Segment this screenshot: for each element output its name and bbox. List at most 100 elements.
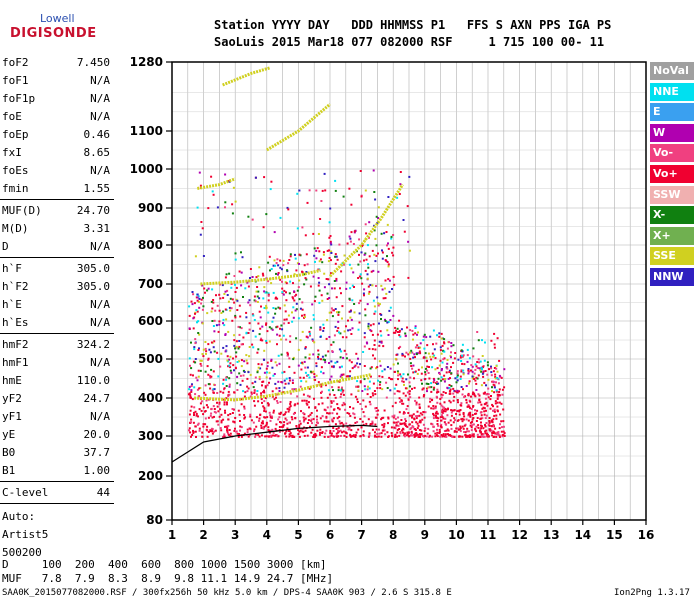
echo-dot — [221, 284, 224, 287]
echo-dot — [272, 291, 275, 294]
echo-dot — [301, 361, 304, 364]
echo-dot — [212, 325, 215, 327]
legend-item: Vo+ — [650, 165, 694, 183]
echo-dot — [275, 396, 277, 399]
echo-dot — [465, 418, 468, 421]
echo-dot — [476, 331, 479, 333]
echo-dot — [427, 427, 430, 430]
echo-dot — [420, 433, 423, 436]
echo-dot — [241, 343, 244, 346]
echo-dot — [258, 417, 261, 420]
echo-dot — [386, 223, 389, 226]
echo-dot — [220, 421, 223, 424]
echo-dot — [444, 433, 447, 436]
echo-dot — [296, 192, 299, 195]
echo-dot — [372, 354, 374, 357]
echo-dot — [403, 230, 406, 233]
echo-dot — [394, 417, 397, 420]
echo-dot — [487, 393, 490, 396]
param-value: 324.2 — [76, 338, 110, 351]
echo-dot — [380, 435, 383, 438]
echo-dot — [419, 433, 421, 435]
echo-dot — [347, 329, 350, 332]
echo-dot — [212, 405, 215, 408]
echo-dot — [446, 367, 449, 370]
y-tick-label: 1280 — [130, 55, 163, 69]
echo-dot — [467, 419, 470, 422]
echo-dot — [285, 291, 287, 294]
echo-dot — [258, 297, 261, 300]
echo-dot — [194, 255, 197, 258]
echo-dot — [422, 335, 425, 338]
echo-dot — [211, 307, 214, 310]
echo-dot — [411, 351, 414, 354]
echo-dot — [397, 347, 400, 350]
echo-dot — [359, 363, 361, 366]
echo-dot — [471, 433, 474, 436]
echo-dot — [274, 382, 277, 385]
echo-dot — [201, 431, 204, 434]
echo-dot — [226, 289, 229, 292]
echo-dot — [503, 435, 506, 437]
echo-dot — [220, 352, 223, 355]
echo-dot — [292, 316, 295, 319]
echo-dot — [480, 421, 482, 424]
echo-dot — [317, 356, 319, 358]
echo-dot — [259, 316, 262, 319]
echo-dot — [456, 374, 459, 377]
echo-dot — [437, 377, 440, 380]
echo-dot — [270, 180, 273, 183]
echo-dot — [485, 429, 488, 432]
echo-dot — [302, 412, 305, 415]
echo-dot — [400, 375, 403, 378]
echo-dot — [404, 394, 407, 397]
echo-dot — [434, 368, 437, 371]
echo-dot — [381, 257, 384, 260]
echo-dot — [368, 387, 371, 390]
echo-dot — [375, 435, 378, 438]
echo-dot — [492, 380, 495, 383]
echo-dot — [327, 420, 330, 423]
echo-dot — [488, 417, 491, 419]
echo-dot — [286, 353, 289, 356]
echo-dot — [296, 402, 299, 405]
echo-dot — [270, 359, 273, 362]
echo-dot — [377, 217, 380, 219]
echo-dot — [222, 418, 225, 421]
echo-dot — [374, 435, 376, 438]
echo-dot — [418, 396, 421, 399]
echo-dot — [356, 401, 359, 403]
echo-dot — [270, 429, 272, 432]
echo-dot — [488, 428, 491, 431]
echo-dot — [469, 424, 472, 427]
echo-dot — [321, 415, 324, 418]
echo-dot — [406, 405, 409, 408]
sse-trace — [222, 66, 271, 87]
echo-dot — [306, 201, 309, 204]
echo-dot — [459, 404, 462, 407]
echo-dot — [413, 433, 416, 436]
echo-dot — [224, 290, 227, 293]
echo-dot — [337, 327, 340, 330]
echo-dot — [325, 420, 328, 423]
echo-dot — [380, 341, 383, 344]
echo-dot — [427, 383, 430, 385]
echo-dot — [369, 324, 372, 327]
echo-dot — [198, 429, 201, 432]
echo-dot — [476, 367, 479, 369]
echo-dot — [483, 413, 486, 416]
echo-dot — [265, 421, 268, 424]
echo-dot — [349, 415, 352, 417]
echo-dot — [411, 421, 414, 424]
param-value: 110.0 — [76, 374, 110, 387]
echo-dot — [352, 271, 355, 274]
echo-dot — [369, 367, 372, 370]
echo-dot — [460, 418, 463, 421]
echo-dot — [456, 427, 459, 430]
echo-dot — [298, 435, 301, 438]
echo-dot — [455, 430, 458, 433]
echo-dot — [234, 291, 237, 293]
echo-dot — [401, 402, 404, 405]
echo-dot — [337, 311, 340, 314]
echo-dot — [324, 189, 327, 192]
